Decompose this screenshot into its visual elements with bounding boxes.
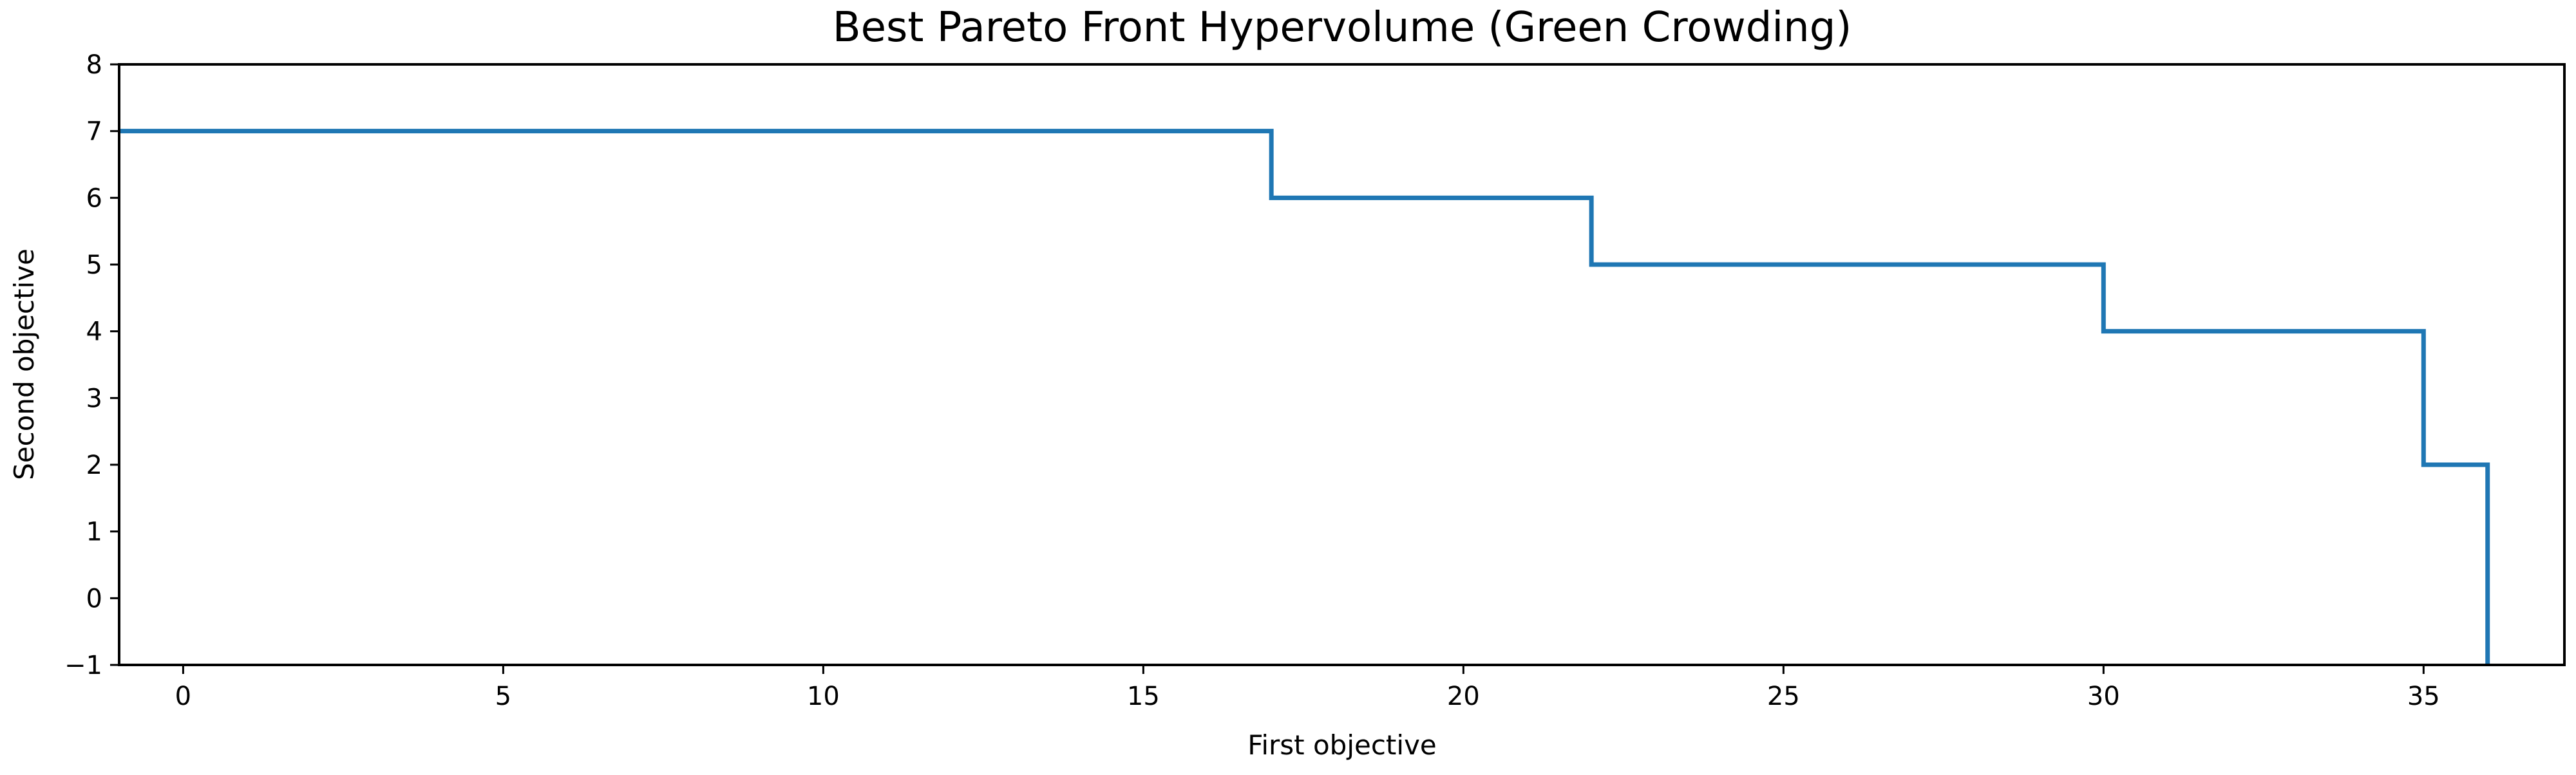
x-tick-label: 20 [1447, 682, 1480, 711]
chart-title: Best Pareto Front Hypervolume (Green Cro… [833, 4, 1852, 51]
x-tick-label: 25 [1767, 682, 1800, 711]
y-tick-label: 2 [86, 451, 102, 480]
y-tick-label: 0 [86, 584, 102, 613]
y-tick-label: 6 [86, 183, 102, 213]
x-axis-ticks: 0 5 10 15 20 25 30 35 [175, 665, 2440, 711]
x-axis-label: First objective [1247, 729, 1437, 761]
y-tick-label: 8 [86, 50, 102, 80]
x-tick-label: 30 [2087, 682, 2120, 711]
y-tick-label: 3 [86, 384, 102, 413]
plot-area [119, 129, 2490, 665]
y-axis-ticks: −1 0 1 2 3 4 5 6 7 8 [64, 50, 119, 680]
x-tick-label: 15 [1127, 682, 1160, 711]
y-tick-label: −1 [64, 651, 102, 680]
y-tick-label: 4 [86, 317, 102, 347]
y-axis-label: Second objective [8, 248, 40, 480]
y-tick-label: 1 [86, 518, 102, 547]
plot-frame [118, 63, 2566, 666]
x-tick-label: 35 [2407, 682, 2440, 711]
series-step-line [119, 129, 2490, 665]
x-tick-label: 5 [495, 682, 511, 711]
x-tick-label: 10 [807, 682, 840, 711]
y-tick-label: 7 [86, 117, 102, 147]
x-tick-label: 0 [175, 682, 191, 711]
y-tick-label: 5 [86, 250, 102, 280]
